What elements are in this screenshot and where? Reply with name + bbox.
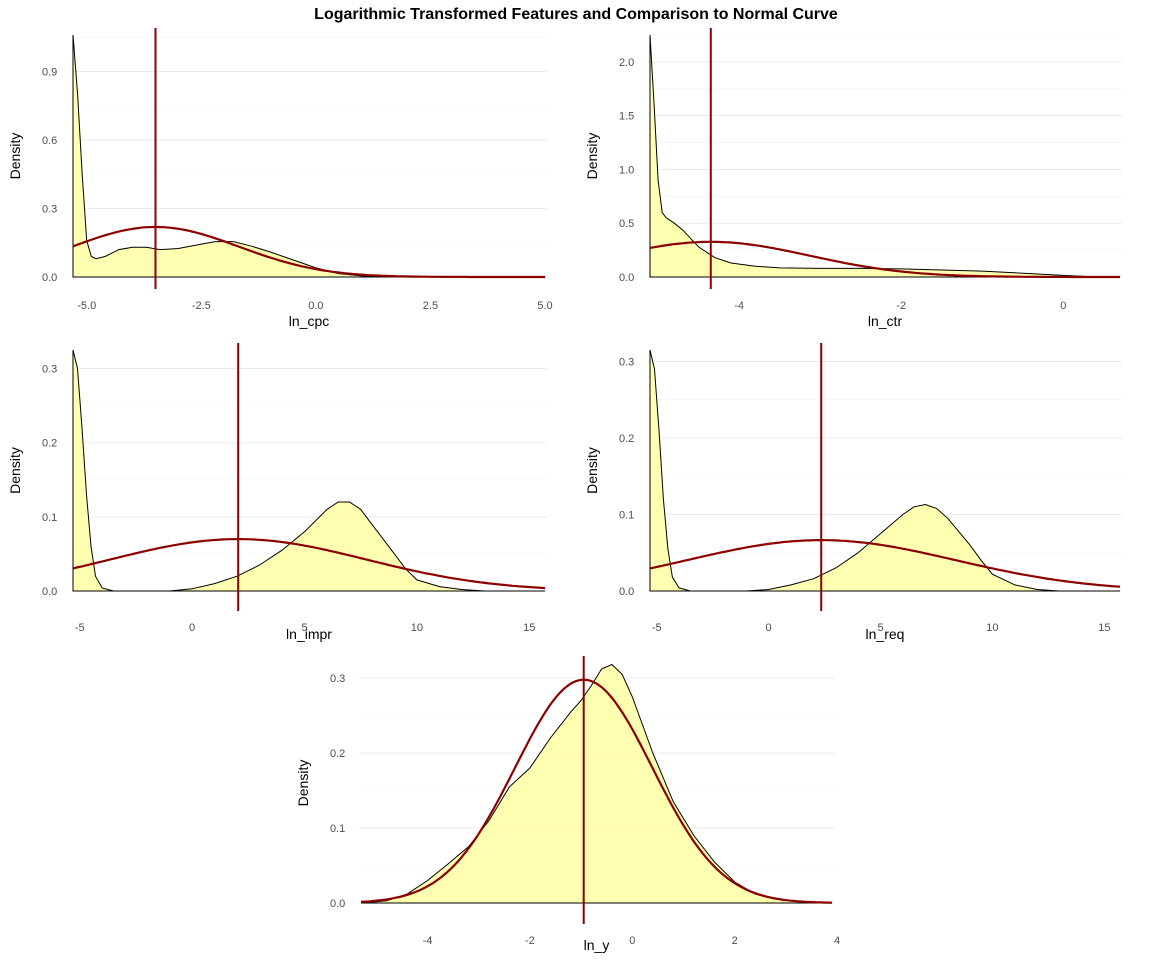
y-tick-label: 0.1 <box>330 823 345 835</box>
normal-curve <box>649 539 1121 588</box>
x-axis-label: ln_impr <box>286 626 332 642</box>
y-tick-label: 0.5 <box>619 218 634 230</box>
y-tick-label: 0.0 <box>42 272 57 284</box>
y-tick-label: 0.2 <box>619 433 634 445</box>
x-tick-label: 15 <box>1098 622 1110 634</box>
x-axis-label: ln_ctr <box>868 313 903 329</box>
x-tick-label: 5 <box>301 622 307 634</box>
x-tick-label: 0 <box>1060 300 1066 312</box>
x-tick-label: 0 <box>766 622 772 634</box>
y-tick-label: 0.3 <box>42 204 57 216</box>
y-tick-label: 1.5 <box>619 111 634 123</box>
y-tick-label: 0.9 <box>42 67 57 79</box>
normal-curve <box>360 678 833 904</box>
x-tick-label: 10 <box>411 622 423 634</box>
y-tick-label: 2.0 <box>619 57 634 69</box>
figure-title: Logarithmic Transformed Features and Com… <box>314 6 838 23</box>
normal-curve <box>649 240 1120 279</box>
x-tick-label: 0 <box>189 622 195 634</box>
density-area <box>72 349 545 592</box>
x-axis-label: ln_req <box>866 626 905 642</box>
x-tick-label: -4 <box>423 935 433 947</box>
density-area <box>360 663 832 904</box>
y-axis-label: Density <box>7 447 23 494</box>
y-axis-label: Density <box>7 133 23 180</box>
density-area <box>649 34 1121 278</box>
normal-curve <box>72 225 545 279</box>
y-axis-label: Density <box>584 447 600 494</box>
x-tick-label: -5.0 <box>77 300 96 312</box>
panel-ln-impr: 0.0 0.1 0.2 0.3 -5 0 5 10 15 ln_impr Density <box>7 343 547 642</box>
x-tick-label: -5 <box>652 622 662 634</box>
x-tick-label: 0 <box>629 935 635 947</box>
normal-curve <box>72 538 546 590</box>
y-tick-label: 0.2 <box>330 748 345 760</box>
x-tick-label: 15 <box>523 622 535 634</box>
y-axis-label: Density <box>295 760 311 807</box>
x-tick-label: -5 <box>75 622 85 634</box>
x-tick-label: 4 <box>834 935 840 947</box>
y-tick-label: 0.3 <box>330 673 345 685</box>
y-tick-label: 0.3 <box>619 356 634 368</box>
x-tick-label: 5.0 <box>537 300 552 312</box>
y-tick-label: 0.0 <box>619 272 634 284</box>
y-tick-label: 0.1 <box>42 512 57 524</box>
x-tick-label: 2.5 <box>423 300 438 312</box>
y-tick-label: 0.3 <box>42 364 57 376</box>
panel-ln-req: 0.0 0.1 0.2 0.3 -5 0 5 10 15 ln_req Density <box>584 343 1122 642</box>
panel-ln-cpc: 0.0 0.3 0.6 0.9 -5.0 -2.5 0.0 2.5 5.0 ln_cpc Densi… <box>7 28 553 329</box>
y-axis-label: Density <box>584 133 600 180</box>
y-tick-label: 0.0 <box>619 586 634 598</box>
panel-ln-y: 0.0 0.1 0.2 0.3 -4 -2 0 2 4 ln_y Density <box>295 656 840 953</box>
x-tick-label: 0.0 <box>308 300 323 312</box>
y-tick-label: 0.1 <box>619 509 634 521</box>
y-tick-label: 0.0 <box>42 586 57 598</box>
density-area <box>649 349 1120 592</box>
y-tick-label: 0.6 <box>42 135 57 147</box>
x-tick-label: 10 <box>986 622 998 634</box>
x-tick-label: -4 <box>734 300 744 312</box>
y-tick-label: 1.0 <box>619 164 634 176</box>
x-tick-label: -2.5 <box>192 300 211 312</box>
x-axis-label: ln_cpc <box>289 313 329 329</box>
x-tick-label: -2 <box>896 300 906 312</box>
panels: 0.0 0.3 0.6 0.9 -5.0 -2.5 0.0 2.5 5.0 ln_cpc Densi… <box>7 28 1122 953</box>
y-tick-label: 0.0 <box>330 898 345 910</box>
x-tick-label: -2 <box>525 935 535 947</box>
x-tick-label: 5 <box>877 622 883 634</box>
panel-ln-ctr: 0.0 0.5 1.0 1.5 2.0 -4 -2 0 ln_ctr Density <box>584 28 1122 329</box>
x-axis-label: ln_y <box>584 937 610 953</box>
x-tick-label: 2 <box>732 935 738 947</box>
y-tick-label: 0.2 <box>42 438 57 450</box>
